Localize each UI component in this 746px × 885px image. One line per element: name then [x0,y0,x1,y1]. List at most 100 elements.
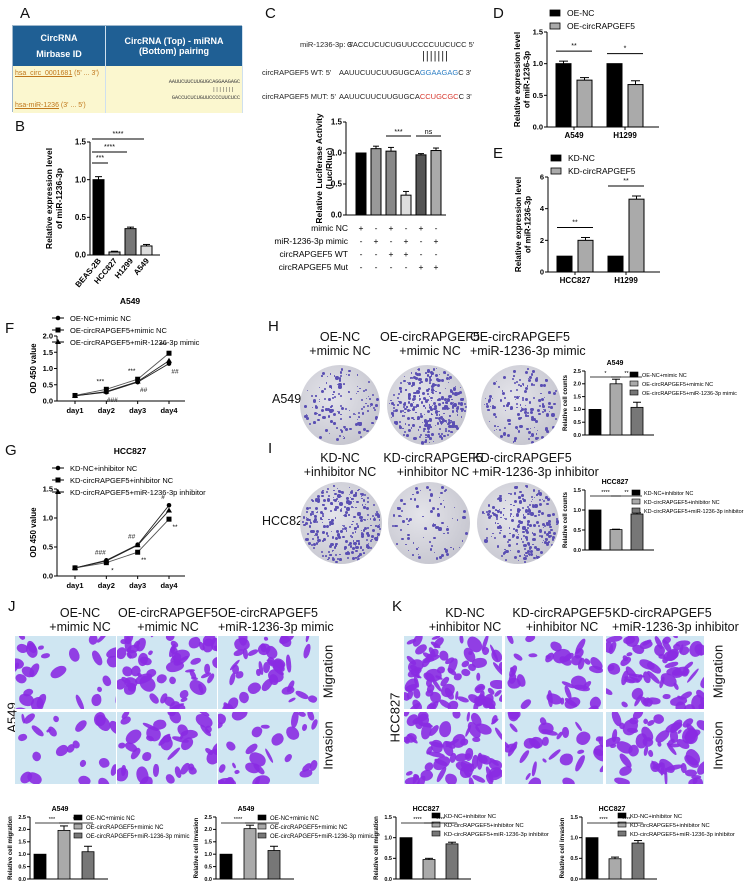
colony-dot [356,524,359,527]
colony-dot [492,413,497,417]
stained-cell [189,655,203,666]
colony-dot [509,508,512,511]
colony-dot [520,404,522,406]
colony-dot [415,373,420,377]
colony-dot [398,401,402,405]
colony-dot [441,407,445,410]
colony-dot [303,405,307,408]
colony-dot [529,435,532,438]
colony-dot [529,410,533,414]
colony-dot [536,429,539,431]
transwell-image [117,712,217,784]
colony-dot [356,500,359,504]
colony-dot [331,393,334,396]
colony-dot [547,535,551,539]
stained-cell [508,722,519,733]
svg-text:1.0: 1.0 [43,514,53,523]
colony-dot [411,377,414,380]
mut-binding-site: CCUGCGC [419,92,459,101]
colony-dot [555,390,558,393]
svg-text:1.5: 1.5 [43,485,53,494]
circ-id-link[interactable]: hsa_circ_0001681 [15,70,73,77]
colony-dot [523,389,528,394]
pair-marks: ||||||| [212,86,234,93]
colony-dot [396,506,399,509]
stained-cell [28,662,42,679]
colony-dot [538,492,540,494]
stained-cell [606,686,614,697]
colony-dot [417,406,419,408]
colony-dot [303,414,308,418]
colony-dot [407,397,411,401]
stained-cell [16,731,28,743]
colony-dot [523,543,527,548]
colony-dot [503,376,507,380]
colony-dot [349,545,353,549]
colony-dot [517,534,519,536]
colony-dot [540,392,542,395]
stained-cell [72,694,86,709]
colony-dot [518,500,522,504]
colony-dot [321,416,325,420]
colony-dot [306,532,310,536]
colony-dot [424,527,428,531]
svg-text:4: 4 [540,204,545,213]
colony-dot [319,517,323,520]
colony-dot [499,399,502,402]
colony-dot [531,499,534,501]
colony-dot [510,503,512,506]
colony-dot [438,414,441,416]
svg-text:****: **** [413,817,422,823]
svg-text:HCC827: HCC827 [413,806,440,813]
colony-dot [547,522,551,527]
colony-dot [325,555,327,558]
stained-cell [458,636,465,644]
colony-dot [442,419,445,422]
colony-dot [500,516,503,519]
colony-dot [507,418,511,423]
colony-dot [531,496,534,499]
colony-dot [490,536,492,538]
colony-dot [360,531,364,535]
colony-dot [347,543,350,546]
colony-dot [434,417,437,420]
colony-dot [430,413,433,415]
colony-dot [350,498,352,500]
colony-dot [441,396,444,399]
colony-dot [449,376,453,380]
colony-dot [431,372,434,375]
colony-dot [524,404,527,407]
colony-dot [487,409,490,412]
colony-dot [356,419,358,421]
colony-dot [402,409,405,412]
panel-label-b: B [15,118,26,135]
svg-text:-: - [420,249,423,259]
colony-dot [498,526,502,530]
colony-dot [515,388,518,392]
colony-dot [314,405,318,408]
svg-text:circRAPGEF5 Mut: circRAPGEF5 Mut [279,262,349,272]
colony-dot [548,410,550,413]
svg-text:0.0: 0.0 [533,123,543,132]
colony-dot [334,544,337,547]
colony-dot [454,392,458,396]
svg-text:1.0: 1.0 [75,175,87,184]
colony-dot [427,426,431,430]
colony-dot [455,386,457,388]
stained-cell [460,738,469,746]
svg-text:A549: A549 [120,296,141,306]
mir-id-link[interactable]: hsa-miR-1236 [15,102,59,109]
colony-dot [329,509,332,512]
colony-dot [541,403,545,406]
colony-dot [413,375,417,380]
colony-dot [530,500,532,502]
colony-dot [398,424,401,427]
colony-dot [516,543,518,545]
colony-dot [307,389,309,391]
colony-dot [304,522,309,526]
colony-dot [460,416,463,418]
colony-dot [337,489,341,493]
colony-dot [504,397,507,399]
colony-dot [337,558,339,561]
colony-dot [399,382,402,385]
